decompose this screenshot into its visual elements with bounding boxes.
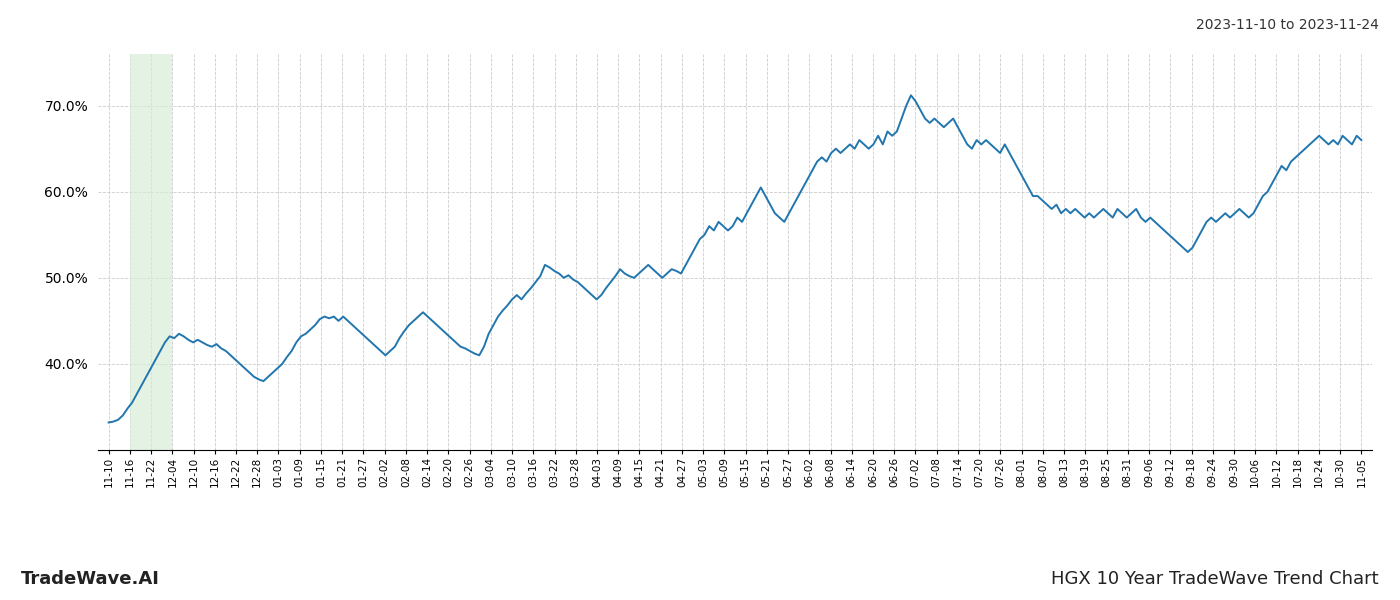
Bar [130, 54, 172, 450]
Text: TradeWave.AI: TradeWave.AI [21, 570, 160, 588]
Text: HGX 10 Year TradeWave Trend Chart: HGX 10 Year TradeWave Trend Chart [1051, 570, 1379, 588]
Text: 2023-11-10 to 2023-11-24: 2023-11-10 to 2023-11-24 [1196, 18, 1379, 32]
